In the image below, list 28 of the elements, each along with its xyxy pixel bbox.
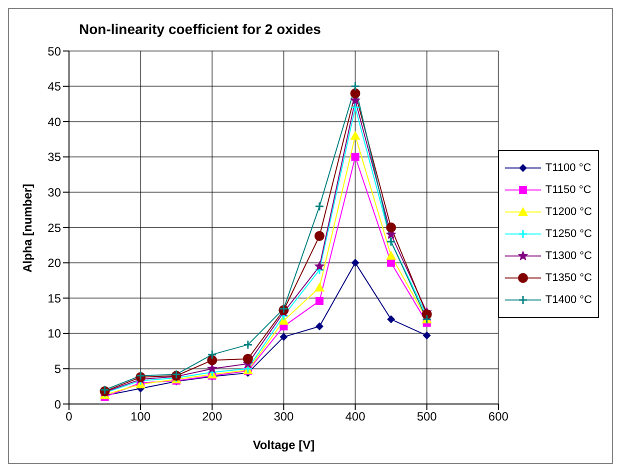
- x-tick-label: 600: [488, 410, 509, 424]
- x-tick-label: 0: [66, 410, 73, 424]
- y-tick-label: 10: [48, 326, 62, 341]
- y-tick-label: 5: [54, 362, 62, 376]
- y-tick-label: 30: [48, 185, 62, 200]
- x-tick-label: 400: [345, 410, 366, 424]
- y-tick-label: 40: [48, 114, 62, 129]
- y-tick-label: 0: [54, 397, 62, 412]
- x-tick-label: 100: [130, 410, 151, 424]
- chart-title: Non-linearity coefficient for 2 oxides: [79, 21, 321, 37]
- x-axis-title: Voltage [V]: [252, 438, 315, 452]
- x-tick-label: 200: [202, 410, 222, 424]
- y-tick-label: 25: [48, 220, 62, 235]
- legend-label: T1150 °C: [545, 184, 592, 196]
- y-tick-label: 50: [48, 44, 62, 58]
- y-tick-label: 45: [48, 80, 62, 94]
- legend-label: T1250 °C: [545, 228, 592, 240]
- y-tick-label: 35: [48, 150, 62, 164]
- legend-label: T1400 °C: [545, 294, 592, 306]
- x-tick-label: 300: [274, 410, 294, 424]
- y-axis-title: Alpha [number]: [20, 184, 34, 272]
- legend-label: T1350 °C: [545, 272, 592, 284]
- legend-label: T1200 °C: [545, 206, 592, 218]
- legend-label: T1300 °C: [545, 250, 592, 262]
- y-tick-label: 20: [48, 256, 62, 270]
- x-tick-label: 500: [416, 410, 438, 424]
- y-tick-label: 15: [48, 291, 62, 306]
- legend-label: T1100 °C: [545, 162, 592, 174]
